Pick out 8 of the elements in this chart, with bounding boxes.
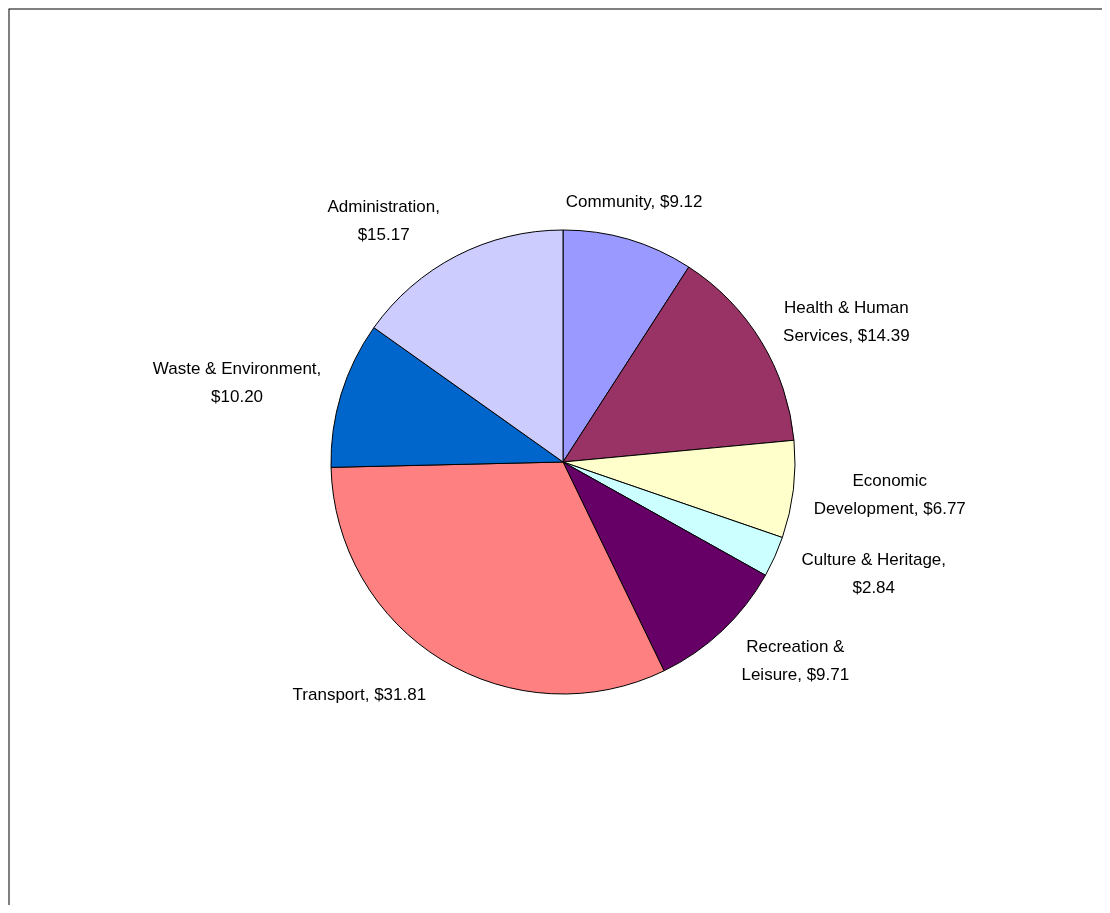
slice-label: Transport, $31.81	[292, 685, 427, 705]
slice-label: Health & Human Services, $14.39	[783, 297, 910, 345]
slice-label: Administration, $15.17	[327, 197, 440, 245]
slice-label: Community, $9.12	[565, 192, 703, 212]
slice-label: Culture & Heritage, $2.84	[801, 550, 947, 598]
slice-label: Waste & Environment, $10.20	[152, 359, 322, 407]
slice-label: Economic Development, $6.77	[813, 471, 966, 519]
slice-label: Recreation & Leisure, $9.71	[741, 636, 850, 684]
